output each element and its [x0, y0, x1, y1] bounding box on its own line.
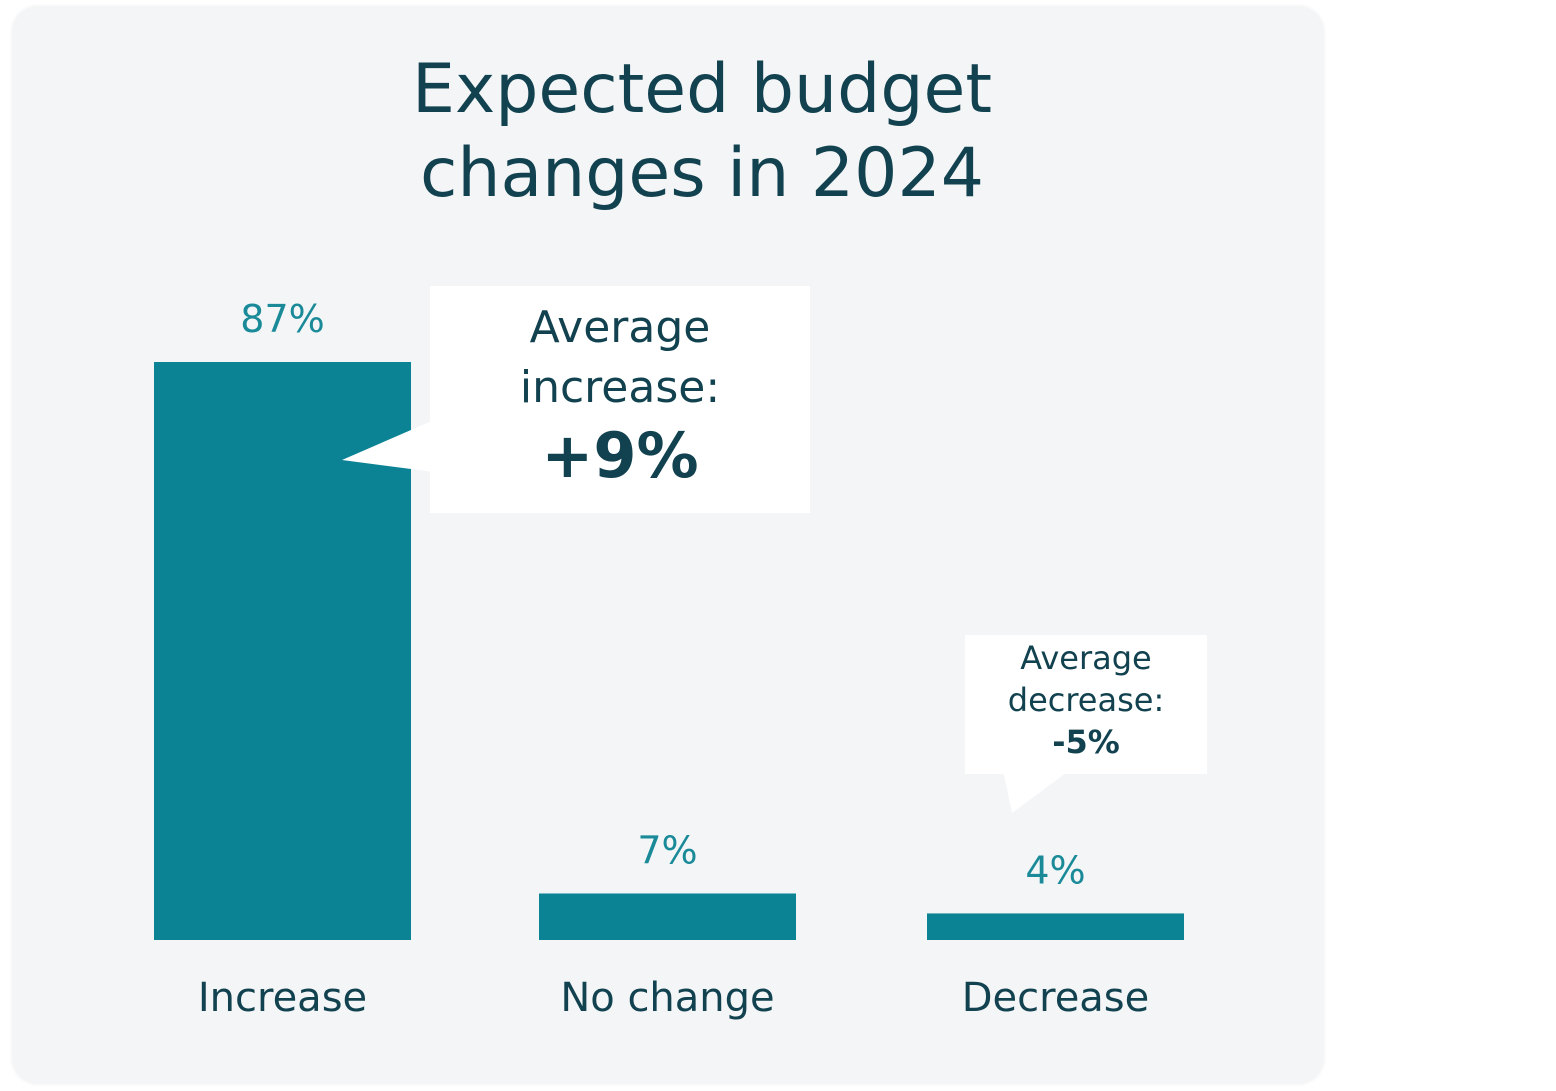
value-label-increase: 87% — [240, 297, 324, 341]
callout-increase-line-2: increase: — [519, 362, 721, 413]
category-label-no-change: No change — [560, 975, 774, 1021]
average-decrease-callout: Average decrease: -5% — [965, 635, 1207, 774]
bar-decrease — [927, 913, 1184, 940]
callout-decrease-line-2: decrease: — [1007, 681, 1165, 719]
callout-decrease-value: -5% — [1052, 723, 1120, 761]
chart-title-line-2: changes in 2024 — [420, 134, 984, 213]
category-label-decrease: Decrease — [962, 975, 1150, 1021]
value-label-decrease: 4% — [1025, 848, 1085, 892]
callout-pointer-decrease — [1003, 770, 1070, 813]
callout-increase-line-1: Average — [529, 302, 711, 353]
callout-decrease-line-1: Average — [1020, 639, 1152, 677]
callout-pointer-increase — [342, 420, 434, 472]
average-increase-callout: Average increase: +9% — [430, 286, 810, 513]
labels-layer: 87% Increase 7% No change 4% Decrease — [198, 297, 1149, 1021]
chart-title: Expected budget changes in 2024 — [0, 48, 1404, 216]
chart-title-line-1: Expected budget — [412, 50, 992, 129]
value-label-no-change: 7% — [637, 828, 697, 872]
category-label-increase: Increase — [198, 975, 367, 1021]
callout-increase-value: +9% — [541, 419, 699, 492]
bar-no-change — [539, 893, 796, 940]
